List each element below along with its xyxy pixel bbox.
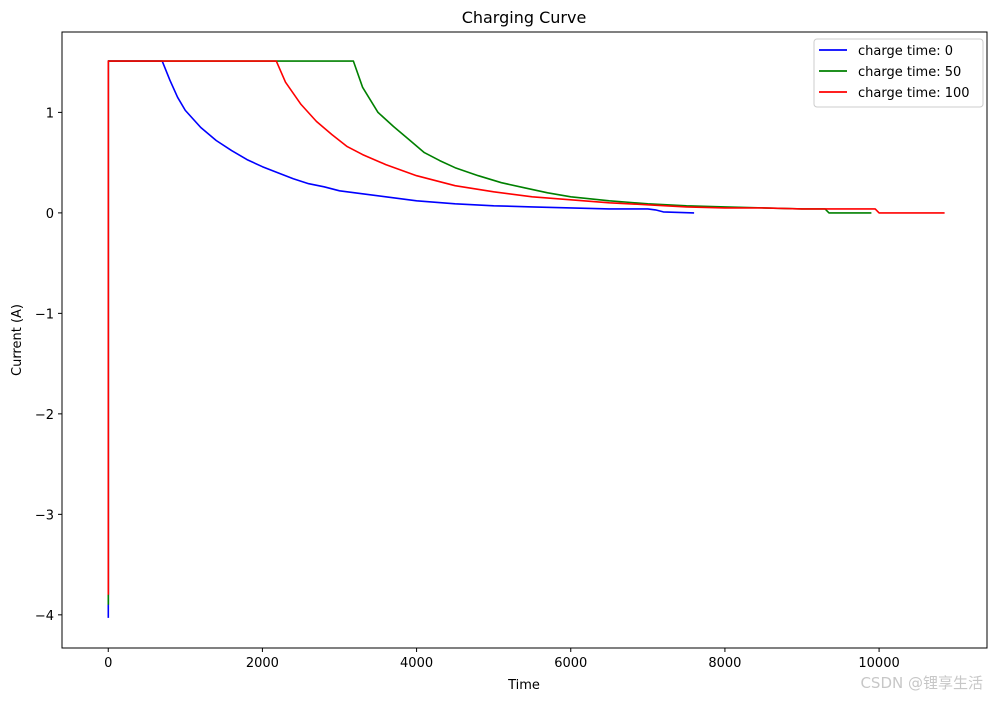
series-line-0 [107, 60, 695, 618]
y-tick-label: 1 [46, 106, 54, 121]
legend-label-2: charge time: 100 [858, 86, 970, 101]
y-tick-label: −1 [35, 307, 54, 322]
x-tick-label: 4000 [400, 656, 433, 671]
y-tick-label: −2 [35, 408, 54, 423]
y-axis-title: Current (A) [10, 304, 25, 376]
watermark-text: CSDN @锂享生活 [860, 674, 983, 692]
x-tick-label: 8000 [708, 656, 741, 671]
y-tick-label: 0 [46, 207, 54, 222]
legend: charge time: 0 charge time: 50 charge time… [813, 38, 984, 108]
y-axis-ticks: −4 −3 −2 −1 0 1 [35, 106, 62, 624]
x-axis-title: Time [507, 678, 540, 693]
series-line-1 [107, 60, 872, 605]
series-line-2 [107, 60, 945, 595]
plot-area [61, 31, 988, 649]
x-tick-label: 2000 [246, 656, 279, 671]
axes-frame [61, 31, 988, 649]
x-axis-ticks: 0 2000 4000 6000 8000 10000 [104, 648, 900, 671]
y-tick-label: −4 [35, 609, 54, 624]
legend-label-1: charge time: 50 [858, 65, 961, 80]
chart-title: Charging Curve [462, 8, 587, 27]
x-tick-label: 10000 [858, 656, 899, 671]
x-tick-label: 0 [104, 656, 112, 671]
y-tick-label: −3 [35, 508, 54, 523]
legend-label-0: charge time: 0 [858, 44, 953, 59]
x-tick-label: 6000 [554, 656, 587, 671]
legend-box [813, 38, 984, 108]
